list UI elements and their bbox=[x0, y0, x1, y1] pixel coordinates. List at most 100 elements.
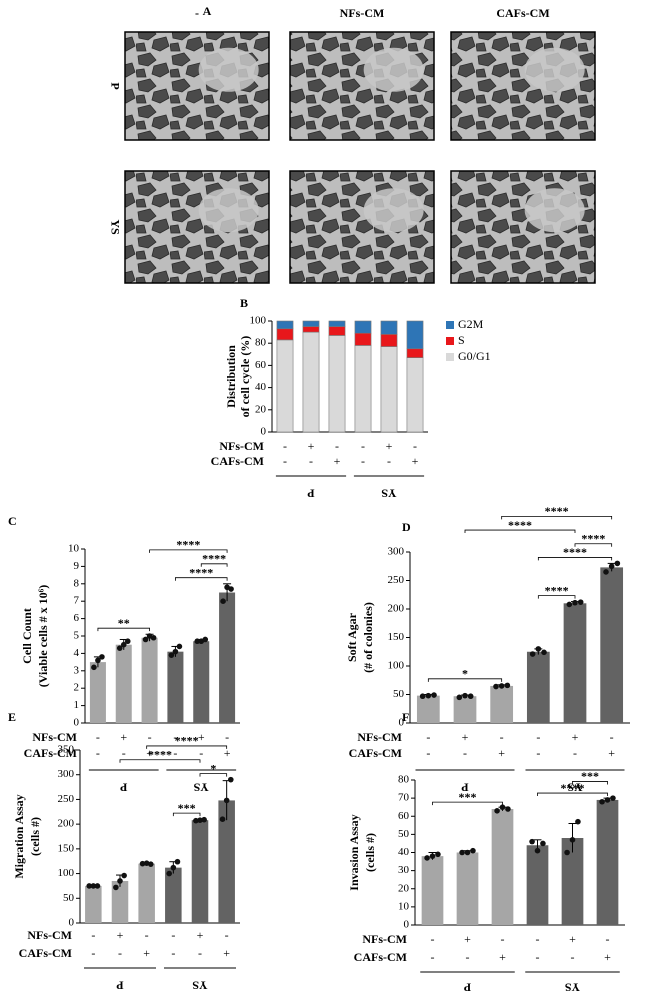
condition-sign: + bbox=[197, 928, 204, 942]
y-tick-label: 1 bbox=[74, 699, 80, 711]
data-point bbox=[174, 858, 181, 865]
chart: B Distribution of cell cycle (%) 0 20 40 60 80 1… bbox=[211, 296, 491, 501]
data-point bbox=[577, 599, 584, 605]
data-point bbox=[534, 847, 541, 854]
condition-sign: - bbox=[536, 950, 540, 964]
bar bbox=[193, 641, 210, 723]
data-point bbox=[95, 657, 101, 664]
y-tick-label: 4 bbox=[74, 647, 80, 659]
group-label: P bbox=[120, 780, 127, 794]
bar bbox=[526, 845, 549, 925]
condition-sign: - bbox=[426, 730, 430, 744]
y-axis-label: Migration Assay bbox=[12, 794, 26, 878]
y-tick-label: 60 bbox=[255, 359, 267, 371]
condition-sign: - bbox=[361, 439, 365, 453]
significance-label: **** bbox=[581, 531, 605, 545]
condition-sign: + bbox=[464, 932, 471, 946]
panel-label: B bbox=[240, 296, 248, 310]
condition-sign: - bbox=[173, 746, 177, 760]
condition-sign: - bbox=[610, 730, 614, 744]
data-point bbox=[194, 638, 201, 645]
bar-segment bbox=[354, 332, 372, 346]
data-point bbox=[150, 634, 157, 641]
bar bbox=[89, 662, 106, 723]
y-tick-label: 350 bbox=[58, 744, 75, 756]
panel-label: E bbox=[8, 710, 16, 724]
condition-sign: - bbox=[309, 454, 313, 468]
y-tick-label: 300 bbox=[388, 546, 405, 558]
condition-sign: - bbox=[173, 730, 177, 744]
y-axis-label: Distribution bbox=[224, 345, 238, 408]
data-point bbox=[170, 864, 177, 871]
condition-sign: - bbox=[463, 746, 467, 760]
significance-bracket bbox=[146, 745, 228, 749]
y-tick-label: 20 bbox=[255, 403, 267, 415]
condition-sign: - bbox=[573, 746, 577, 760]
column-label: NFs-CM bbox=[340, 6, 385, 20]
data-point bbox=[435, 851, 441, 858]
y-tick-label: 50 bbox=[63, 892, 75, 904]
significance-label: **** bbox=[561, 781, 585, 795]
y-tick-label: 0 bbox=[399, 717, 405, 729]
data-point bbox=[456, 694, 463, 701]
condition-sign: - bbox=[171, 946, 175, 960]
condition-sign: + bbox=[120, 730, 127, 744]
significance-label: **** bbox=[189, 565, 213, 579]
significance-bracket bbox=[432, 801, 503, 806]
bar bbox=[561, 838, 584, 925]
y-tick-label: 100 bbox=[250, 315, 267, 327]
bar bbox=[596, 799, 619, 925]
micrograph-gap bbox=[524, 47, 585, 92]
significance-bracket bbox=[574, 543, 613, 547]
condition-sign: - bbox=[91, 928, 95, 942]
micrograph-gap bbox=[524, 188, 585, 233]
panel-label: C bbox=[8, 514, 17, 528]
condition-sign: + bbox=[499, 950, 506, 964]
bar bbox=[167, 651, 184, 723]
legend-label: S bbox=[458, 333, 465, 347]
bar-segment bbox=[354, 345, 372, 433]
bar-segment bbox=[380, 346, 398, 433]
bar-segment bbox=[328, 326, 346, 336]
condition-sign: - bbox=[426, 746, 430, 760]
column-label: CAFs-CM bbox=[496, 6, 549, 20]
condition-sign: - bbox=[387, 454, 391, 468]
bar-segment bbox=[380, 334, 398, 347]
condition-sign: - bbox=[500, 730, 504, 744]
significance-bracket bbox=[97, 627, 150, 632]
condition-sign: - bbox=[431, 950, 435, 964]
data-point bbox=[201, 816, 207, 823]
data-point bbox=[168, 652, 175, 658]
y-tick-label: 30 bbox=[398, 864, 410, 876]
condition-label: CAFs-CM bbox=[24, 746, 77, 760]
data-point bbox=[99, 654, 105, 660]
data-point bbox=[172, 648, 179, 655]
bar bbox=[85, 885, 102, 923]
data-point bbox=[86, 883, 92, 889]
condition-sign: + bbox=[146, 746, 153, 760]
data-point bbox=[604, 797, 611, 803]
condition-sign: + bbox=[308, 439, 315, 453]
bar-segment bbox=[406, 320, 424, 350]
bar-segment bbox=[380, 320, 398, 335]
data-point bbox=[540, 840, 546, 847]
significance-bracket bbox=[200, 563, 228, 567]
data-point bbox=[197, 817, 203, 823]
data-point bbox=[608, 563, 615, 570]
data-point bbox=[569, 837, 576, 843]
significance-bracket bbox=[149, 549, 228, 553]
data-point bbox=[424, 855, 430, 861]
panel-label: D bbox=[402, 520, 411, 534]
bar-segment bbox=[302, 331, 320, 433]
data-point bbox=[91, 664, 97, 671]
y-tick-label: 300 bbox=[58, 768, 75, 780]
y-tick-label: 70 bbox=[398, 792, 410, 804]
bar bbox=[453, 696, 477, 723]
significance-bracket bbox=[199, 773, 228, 777]
data-point bbox=[176, 643, 183, 650]
condition-sign: - bbox=[283, 454, 287, 468]
data-point bbox=[610, 795, 616, 801]
bar bbox=[219, 592, 236, 723]
data-point bbox=[193, 817, 199, 824]
data-point bbox=[431, 692, 437, 698]
